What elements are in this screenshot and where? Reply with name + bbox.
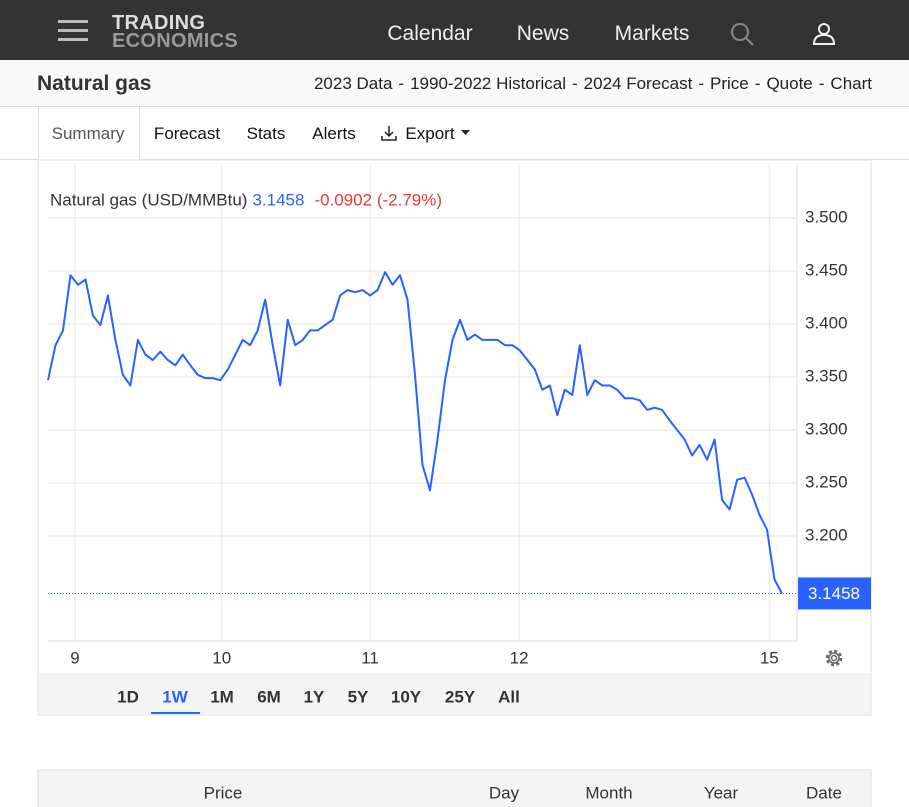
table-header-box <box>37 769 872 807</box>
y-tick-label: 3.250 <box>805 472 848 491</box>
table-header-cell: Price <box>204 783 243 802</box>
last-price-tag <box>798 577 871 610</box>
x-tick-label: 9 <box>70 648 79 667</box>
table-header-cell: Year <box>704 783 739 802</box>
tab[interactable]: Alerts <box>312 124 356 143</box>
range-bar <box>39 673 870 714</box>
range-button[interactable]: 1W <box>162 687 188 706</box>
header-bar: Natural gas 2023 Data -1990-2022 Historic… <box>0 60 909 107</box>
range-button[interactable]: All <box>498 687 520 706</box>
logo-bottom: ECONOMICS <box>112 30 239 52</box>
table-header-cell: Day <box>489 783 520 802</box>
settings-icon[interactable] <box>825 649 843 667</box>
legend-change: -0.0902 (-2.79%) <box>314 190 442 209</box>
separator: - <box>818 74 825 93</box>
header-link[interactable]: 2024 Forecast <box>583 74 693 93</box>
range-button[interactable]: 1Y <box>304 687 325 706</box>
price-line <box>47 271 783 594</box>
page-title: Natural gas <box>37 72 152 95</box>
tab[interactable]: Stats <box>246 124 286 143</box>
x-tick-label: 10 <box>212 648 231 667</box>
range-active-underline <box>151 712 200 714</box>
search-icon[interactable] <box>730 22 756 48</box>
range-button[interactable]: 1M <box>210 687 234 706</box>
table-header-cell: Month <box>585 783 632 802</box>
legend-price: 3.1458 <box>252 190 304 209</box>
logo-top: TRADING <box>112 12 206 34</box>
header-link[interactable]: 1990-2022 Historical <box>410 74 566 93</box>
header-link[interactable]: Quote <box>766 74 813 93</box>
tab-active-box <box>38 107 140 160</box>
user-icon[interactable] <box>812 22 836 46</box>
nav-link[interactable]: News <box>516 22 570 45</box>
separator: - <box>398 74 405 93</box>
separator: - <box>572 74 578 93</box>
range-button[interactable]: 6M <box>257 687 281 706</box>
caret <box>461 130 470 135</box>
tab[interactable]: Summary <box>51 124 125 143</box>
x-tick-label: 15 <box>760 648 779 667</box>
table-header-cell: Date <box>806 783 842 802</box>
nav-link[interactable]: Markets <box>614 22 690 45</box>
logo[interactable]: TRADING ECONOMICS <box>112 12 239 52</box>
header-link[interactable]: Chart <box>830 74 872 93</box>
last-price-label: 3.1458 <box>808 584 860 603</box>
menu-icon[interactable] <box>58 19 88 43</box>
chart-box <box>37 159 872 716</box>
y-tick-label: 3.350 <box>805 366 848 385</box>
range-button[interactable]: 5Y <box>348 687 369 706</box>
tab[interactable]: Export <box>405 124 455 143</box>
separator: - <box>754 74 761 93</box>
y-tick-label: 3.300 <box>805 419 848 438</box>
range-button[interactable]: 1D <box>117 687 139 706</box>
y-tick-label: 3.450 <box>805 260 848 279</box>
export-icon <box>381 126 397 141</box>
range-button[interactable]: 25Y <box>445 687 476 706</box>
range-button[interactable]: 10Y <box>391 687 422 706</box>
x-tick-label: 11 <box>361 648 379 667</box>
y-tick-label: 3.500 <box>805 207 848 226</box>
y-tick-label: 3.200 <box>805 525 848 544</box>
legend-name: Natural gas (USD/MMBtu) <box>50 190 247 209</box>
header-link[interactable]: 2023 Data <box>313 74 393 93</box>
separator: - <box>698 74 705 93</box>
x-tick-label: 12 <box>510 648 529 667</box>
header-links: 2023 Data -1990-2022 Historical -2024 Fore… <box>314 74 872 94</box>
tab[interactable]: Forecast <box>153 124 221 143</box>
y-tick-label: 3.400 <box>805 313 848 332</box>
top-bar: TRADING ECONOMICS Calendar News Markets <box>0 0 909 60</box>
header-link[interactable]: Price <box>710 74 749 93</box>
nav-link[interactable]: Calendar <box>387 22 473 45</box>
